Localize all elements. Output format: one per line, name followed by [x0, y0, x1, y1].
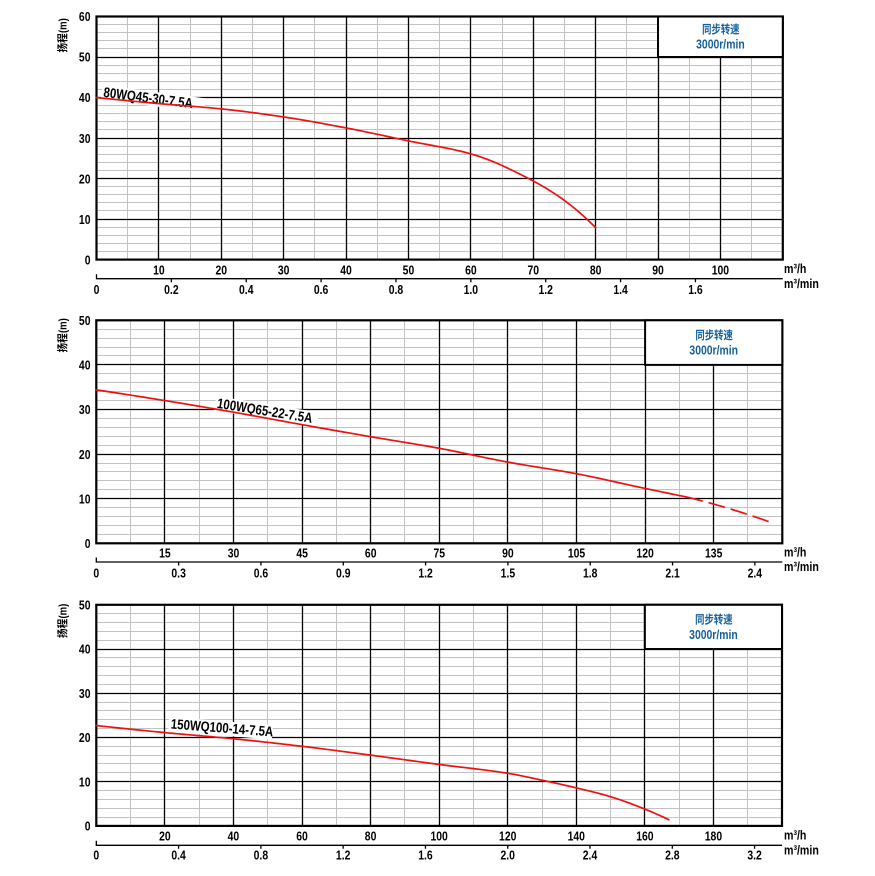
svg-text:2.1: 2.1: [665, 566, 680, 580]
svg-text:100: 100: [712, 263, 730, 277]
svg-text:20: 20: [215, 263, 227, 277]
svg-text:50: 50: [79, 598, 91, 612]
svg-text:10: 10: [153, 263, 165, 277]
svg-text:1.6: 1.6: [688, 283, 703, 297]
svg-text:m³/h: m³/h: [784, 829, 806, 843]
svg-text:2.8: 2.8: [665, 848, 680, 862]
svg-text:1.2: 1.2: [336, 848, 351, 862]
svg-text:0: 0: [85, 820, 91, 834]
svg-text:m³/min: m³/min: [784, 560, 819, 574]
svg-text:0.4: 0.4: [171, 848, 186, 862]
svg-text:40: 40: [79, 643, 91, 657]
svg-text:20: 20: [79, 172, 91, 186]
svg-text:20: 20: [79, 448, 91, 462]
svg-text:135: 135: [705, 546, 723, 560]
svg-text:15: 15: [159, 546, 171, 560]
svg-text:20: 20: [79, 731, 91, 745]
svg-text:3000r/min: 3000r/min: [696, 38, 745, 52]
svg-text:40: 40: [228, 830, 240, 844]
svg-text:1.2: 1.2: [538, 283, 553, 297]
svg-text:90: 90: [652, 263, 664, 277]
svg-text:0: 0: [85, 253, 91, 267]
svg-text:0.9: 0.9: [336, 566, 351, 580]
svg-text:80: 80: [365, 830, 377, 844]
svg-text:0.3: 0.3: [171, 566, 186, 580]
svg-text:70: 70: [527, 263, 539, 277]
svg-text:80WQ45-30-7.5A: 80WQ45-30-7.5A: [103, 84, 194, 112]
svg-text:20: 20: [159, 830, 171, 844]
svg-text:m³/min: m³/min: [784, 844, 819, 858]
svg-text:(m): (m): [58, 604, 70, 619]
svg-text:2.4: 2.4: [583, 848, 598, 862]
svg-text:0.4: 0.4: [239, 283, 254, 297]
svg-text:45: 45: [296, 546, 308, 560]
svg-text:1.4: 1.4: [613, 283, 628, 297]
svg-text:(m): (m): [58, 18, 70, 33]
svg-text:(m): (m): [58, 318, 70, 333]
svg-text:0.6: 0.6: [254, 566, 269, 580]
svg-text:m³/min: m³/min: [784, 277, 819, 291]
svg-text:40: 40: [79, 359, 91, 373]
svg-text:140: 140: [568, 830, 586, 844]
svg-text:m³/h: m³/h: [784, 546, 806, 560]
svg-text:105: 105: [568, 546, 586, 560]
svg-text:90: 90: [502, 546, 514, 560]
svg-text:0: 0: [93, 848, 99, 862]
svg-text:60: 60: [365, 546, 377, 560]
svg-text:1.5: 1.5: [501, 566, 516, 580]
svg-text:10: 10: [79, 775, 91, 789]
svg-text:60: 60: [296, 830, 308, 844]
svg-text:1.0: 1.0: [464, 283, 479, 297]
svg-text:0: 0: [94, 283, 100, 297]
svg-text:100WQ65-22-7.5A: 100WQ65-22-7.5A: [216, 395, 314, 426]
svg-text:30: 30: [228, 546, 240, 560]
svg-text:3000r/min: 3000r/min: [689, 628, 738, 642]
svg-text:120: 120: [499, 830, 517, 844]
svg-text:2.0: 2.0: [500, 848, 515, 862]
svg-text:0.2: 0.2: [164, 283, 179, 297]
svg-text:10: 10: [79, 492, 91, 506]
svg-text:60: 60: [465, 263, 477, 277]
svg-text:0.6: 0.6: [314, 283, 329, 297]
svg-text:30: 30: [79, 687, 91, 701]
svg-text:3.2: 3.2: [747, 848, 762, 862]
svg-text:2.4: 2.4: [748, 566, 763, 580]
svg-text:30: 30: [79, 132, 91, 146]
svg-text:0.8: 0.8: [389, 283, 404, 297]
svg-text:1.8: 1.8: [583, 566, 598, 580]
svg-text:40: 40: [340, 263, 352, 277]
svg-text:100: 100: [430, 830, 448, 844]
svg-text:10: 10: [79, 213, 91, 227]
svg-text:3000r/min: 3000r/min: [689, 343, 738, 357]
svg-text:180: 180: [705, 830, 723, 844]
svg-text:0.8: 0.8: [254, 848, 269, 862]
svg-text:m³/h: m³/h: [784, 262, 806, 276]
svg-text:1.6: 1.6: [418, 848, 433, 862]
svg-text:40: 40: [79, 91, 91, 105]
svg-text:120: 120: [636, 546, 654, 560]
svg-text:160: 160: [636, 830, 654, 844]
svg-text:0: 0: [93, 566, 99, 580]
svg-text:50: 50: [79, 51, 91, 65]
svg-text:50: 50: [79, 314, 91, 328]
svg-text:60: 60: [79, 10, 91, 24]
svg-text:75: 75: [434, 546, 446, 560]
svg-text:0: 0: [85, 537, 91, 551]
svg-text:80: 80: [590, 263, 602, 277]
svg-text:30: 30: [278, 263, 290, 277]
svg-text:1.2: 1.2: [418, 566, 433, 580]
svg-text:30: 30: [79, 403, 91, 417]
svg-text:50: 50: [403, 263, 415, 277]
